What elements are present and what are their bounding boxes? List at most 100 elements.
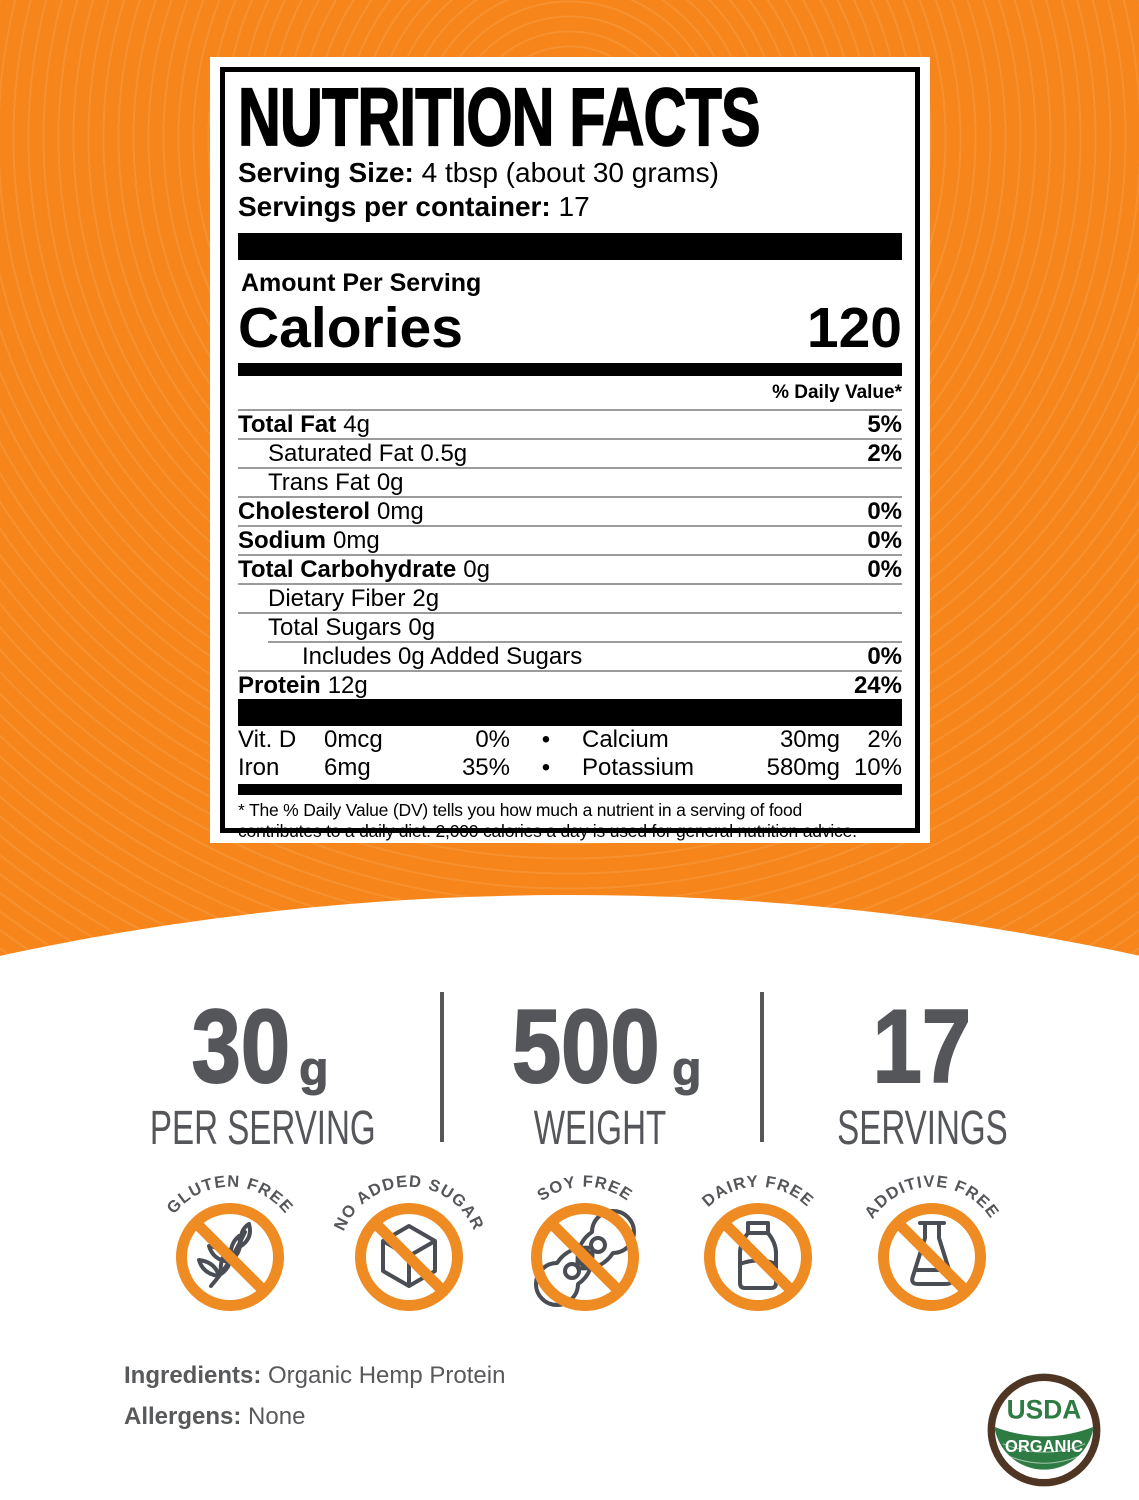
nutrient-name: Protein — [238, 672, 321, 699]
stat-unit: g — [672, 1043, 702, 1096]
allergens-label: Allergens: — [124, 1403, 242, 1430]
badge-soy-free: SOY FREE — [531, 1173, 639, 1311]
nutrient-amount: 0g — [408, 614, 436, 641]
nutrient-amount: 0mg — [333, 527, 380, 554]
allergens-line: Allergens: None — [124, 1396, 505, 1437]
stat-value: 30 — [191, 989, 291, 1105]
stat-label: WEIGHT — [533, 1099, 667, 1155]
footnote-line1: * The % Daily Value (DV) tells you how m… — [238, 800, 803, 820]
ingredients-value: Organic Hemp Protein — [268, 1362, 506, 1389]
vitamins-table: Vit. D 0mcg 0% • Calcium 30mg 2% Iron 6m… — [238, 726, 902, 782]
nutrition-facts-content: NUTRITION FACTS Serving Size: 4 tbsp (ab… — [237, 71, 902, 841]
nutrient-dv: 0% — [867, 556, 902, 583]
vitamin-dv: 2% — [867, 726, 902, 753]
badge-no-added-sugar: NO ADDED SUGAR — [334, 1173, 484, 1311]
prohibited-circle-icon — [176, 1203, 284, 1311]
vitamin-name: Iron — [238, 754, 280, 781]
amount-per-serving-label: Amount Per Serving — [241, 269, 482, 297]
nutrient-amount: 4g — [343, 411, 370, 438]
badge-additive-free: ADDITIVE FREE — [861, 1173, 1002, 1311]
badge-label: SOY FREE — [534, 1173, 635, 1205]
usda-organic-seal-icon: USDA ORGANIC — [987, 1373, 1101, 1487]
serving-size-value: 4 tbsp (about 30 grams) — [421, 157, 719, 188]
footnote-line2: contributes to a daily diet. 2,000 calor… — [238, 821, 857, 841]
stat-value: 500 — [511, 989, 660, 1105]
nutrient-dv: 0% — [867, 527, 902, 554]
servings-per-container-value: 17 — [558, 191, 590, 222]
daily-value-header: % Daily Value* — [772, 382, 902, 403]
thick-divider-bar — [238, 699, 902, 726]
nutrient-row-saturated-fat: Saturated Fat 0.5g 2% — [238, 438, 902, 467]
nutrient-dv: 0% — [867, 498, 902, 525]
nutrient-dv: 5% — [867, 411, 902, 438]
nutrient-amount: 0.5g — [420, 440, 468, 467]
prohibited-circle-icon — [704, 1203, 812, 1311]
stat-label: SERVINGS — [836, 1099, 1008, 1155]
stats-divider — [760, 992, 764, 1142]
nutrient-name: Saturated Fat — [268, 440, 414, 467]
thick-divider-bar — [238, 233, 902, 260]
stat-unit: g — [299, 1043, 329, 1096]
nutrient-name: Trans Fat — [268, 469, 370, 496]
nutrient-amount: 2g — [412, 585, 440, 612]
nutrient-row-added-sugars: Includes 0g Added Sugars 0% — [268, 641, 902, 670]
stats-divider — [440, 992, 444, 1142]
vitamin-name: Vit. D — [238, 726, 297, 753]
nutrition-facts-panel: NUTRITION FACTS Serving Size: 4 tbsp (ab… — [210, 57, 930, 843]
nutrient-dv: 2% — [867, 440, 902, 467]
nutrient-amount: 0g — [463, 556, 490, 583]
badge-dairy-free: DAIRY FREE — [699, 1173, 816, 1311]
nutrient-row-sodium: Sodium 0mg 0% — [238, 525, 902, 554]
medium-divider-bar — [238, 363, 902, 376]
nutrient-row-cholesterol: Cholesterol 0mg 0% — [238, 496, 902, 525]
vitamin-amount: 580mg — [766, 754, 840, 781]
svg-text:ADDITIVE FREE: ADDITIVE FREE — [861, 1173, 1002, 1222]
bullet-separator: • — [541, 754, 551, 781]
serving-size-line: Serving Size: 4 tbsp (about 30 grams) — [238, 156, 902, 190]
nutrient-row-protein: Protein 12g 24% — [238, 670, 902, 699]
stat-label: PER SERVING — [149, 1099, 376, 1155]
servings-per-container-label: Servings per container: — [238, 191, 551, 222]
vitamin-name: Potassium — [582, 754, 695, 781]
stat-per-serving: 30 g PER SERVING — [106, 988, 406, 1155]
nutrient-amount: 0g — [376, 469, 404, 496]
stat-servings: 17 SERVINGS — [772, 988, 1072, 1155]
daily-value-footnote: * The % Daily Value (DV) tells you how m… — [238, 800, 902, 842]
servings-per-container-line: Servings per container: 17 — [238, 190, 902, 224]
nutrient-amount: 12g — [327, 672, 368, 699]
nutrition-facts-border: NUTRITION FACTS Serving Size: 4 tbsp (ab… — [220, 67, 920, 841]
calories-value: 120 — [806, 296, 902, 360]
nutrient-name: Total Carbohydrate — [238, 556, 457, 583]
nutrient-row-trans-fat: Trans Fat 0g — [238, 467, 902, 496]
prohibited-circle-icon — [355, 1203, 463, 1311]
vitamin-dv: 35% — [461, 754, 510, 781]
seal-bottom-text: ORGANIC — [1005, 1436, 1083, 1456]
bullet-separator: • — [541, 726, 551, 753]
nutrition-facts-title: NUTRITION FACTS — [237, 71, 761, 164]
nutrient-dv: 24% — [853, 672, 902, 699]
vitamin-amount: 30mg — [779, 726, 840, 753]
nutrient-name: Dietary Fiber — [268, 585, 406, 612]
vitamin-amount: 6mg — [324, 754, 371, 781]
vitamin-amount: 0mcg — [324, 726, 383, 753]
stat-value: 17 — [872, 989, 972, 1105]
seal-top-text: USDA — [1007, 1394, 1082, 1424]
nutrient-row-dietary-fiber: Dietary Fiber 2g — [238, 583, 902, 612]
nutrient-name: Sodium — [238, 527, 326, 554]
serving-size-label: Serving Size: — [238, 157, 414, 188]
nutrient-name: Total Sugars — [268, 614, 402, 641]
nutrient-row-total-sugars: Total Sugars 0g — [238, 612, 902, 641]
medium-divider-bar — [238, 784, 902, 795]
badge-gluten-free: GLUTEN FREE — [163, 1173, 295, 1311]
prohibited-circle-icon — [531, 1203, 639, 1311]
ingredients-line: Ingredients: Organic Hemp Protein — [124, 1355, 505, 1396]
calories-row: Calories 120 — [238, 299, 902, 357]
ingredients-label: Ingredients: — [124, 1362, 262, 1389]
svg-text:SOY FREE: SOY FREE — [534, 1173, 636, 1205]
nutrient-name: Includes 0g Added Sugars — [302, 643, 583, 670]
vitamin-name: Calcium — [582, 726, 669, 753]
prohibited-circle-icon — [878, 1203, 986, 1311]
allergens-value: None — [248, 1403, 306, 1430]
nutrient-amount: 0mg — [377, 498, 424, 525]
